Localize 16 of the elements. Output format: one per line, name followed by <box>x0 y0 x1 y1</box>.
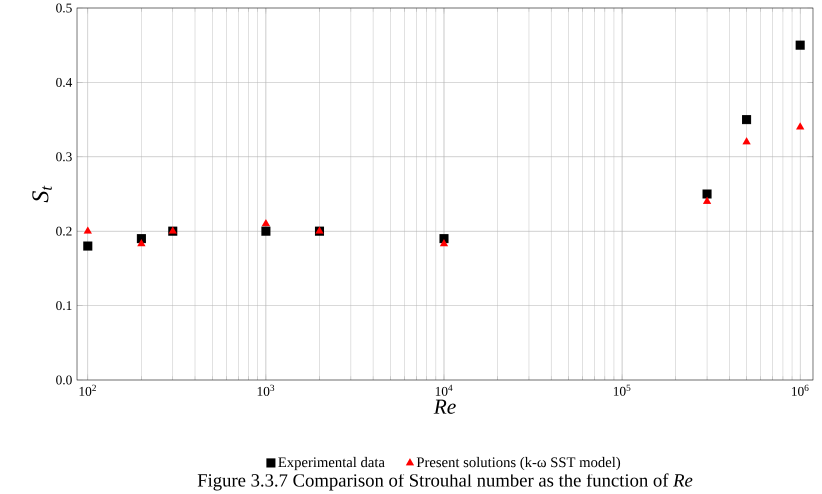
caption: Figure 3.3.7 Comparison of Strouhal number as the function of Re <box>198 473 692 491</box>
legend-label: Experimental data <box>278 456 385 470</box>
y-tick-label: 0.1 <box>56 301 72 310</box>
x-tick-label: 10$^{2}$ <box>80 384 96 396</box>
x-tick-label: 10$^{5}$ <box>614 384 630 396</box>
x-tick-label: 10$^{3}$ <box>258 384 274 396</box>
y-tick-label: 0.5 <box>56 3 72 13</box>
x-axis-title: Re <box>434 400 456 414</box>
y-tick-label: 0.2 <box>56 226 72 236</box>
x-tick-label: 10$^{6}$ <box>792 384 809 396</box>
legend-label: Present solutions (k-ω SST model) <box>416 456 620 470</box>
y-tick-label: 0.4 <box>56 78 72 87</box>
x-tick-label: 10$^{4}$ <box>436 384 453 396</box>
y-tick-label: 0.0 <box>56 375 72 385</box>
y-tick-label: 0.3 <box>56 152 72 162</box>
text: S$_{t}$ <box>32 186 52 202</box>
